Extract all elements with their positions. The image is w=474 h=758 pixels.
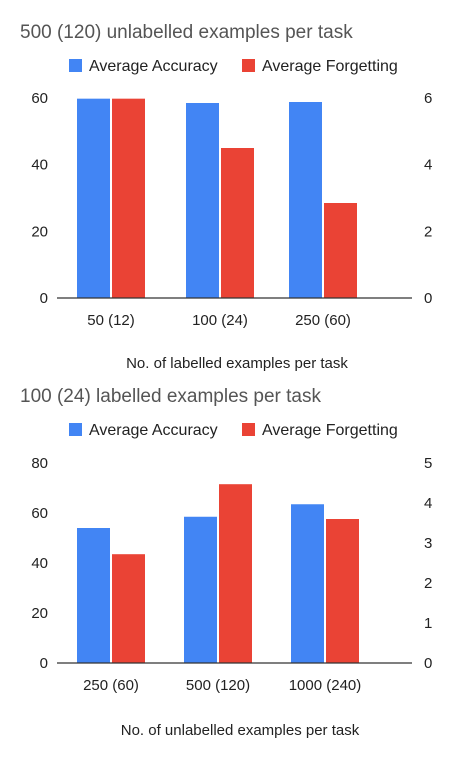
bar-forgetting-3 (324, 203, 357, 298)
left-tick-label: 20 (31, 605, 48, 622)
category-label: 500 (120) (186, 677, 250, 694)
right-tick-label: 5 (424, 455, 432, 472)
legend-label-forgetting: Average Forgetting (262, 422, 398, 439)
right-tick-label: 1 (424, 615, 432, 632)
right-tick-label: 2 (424, 575, 432, 592)
chart-2-left-ticks: 0 20 40 60 80 (31, 455, 48, 672)
bar-accuracy-1 (77, 528, 110, 663)
left-tick-label: 40 (31, 157, 48, 174)
left-tick-label: 0 (40, 290, 48, 307)
left-tick-label: 80 (31, 455, 48, 472)
legend-swatch-forgetting (242, 423, 255, 436)
right-tick-label: 0 (424, 290, 432, 307)
category-label: 1000 (240) (289, 677, 362, 694)
bar-forgetting-2 (219, 484, 252, 663)
category-label: 50 (12) (87, 312, 135, 329)
left-tick-label: 60 (31, 90, 48, 107)
legend-label-forgetting: Average Forgetting (262, 58, 398, 75)
chart-2-x-label: No. of unlabelled examples per task (121, 722, 360, 739)
bar-forgetting-3 (326, 519, 359, 663)
bar-accuracy-3 (289, 102, 322, 298)
legend-label-accuracy: Average Accuracy (89, 58, 218, 75)
chart-2: 100 (24) labelled examples per task Aver… (20, 386, 432, 739)
left-tick-label: 0 (40, 655, 48, 672)
category-label: 250 (60) (295, 312, 351, 329)
legend-swatch-accuracy (69, 423, 82, 436)
bar-accuracy-1 (77, 98, 110, 299)
right-tick-label: 4 (424, 495, 432, 512)
bar-forgetting-1 (112, 98, 145, 299)
bar-forgetting-1 (112, 554, 145, 663)
legend-swatch-forgetting (242, 59, 255, 72)
category-label: 100 (24) (192, 312, 248, 329)
bar-forgetting-2 (221, 148, 254, 298)
chart-1-right-ticks: 0 2 4 6 (424, 90, 432, 307)
chart-1-left-ticks: 0 20 40 60 (31, 90, 48, 307)
category-label: 250 (60) (83, 677, 139, 694)
chart-1: 500 (120) unlabelled examples per task A… (20, 22, 432, 372)
legend-label-accuracy: Average Accuracy (89, 422, 218, 439)
bar-accuracy-2 (184, 516, 217, 663)
chart-2-legend: Average Accuracy Average Forgetting (69, 422, 398, 439)
right-tick-label: 0 (424, 655, 432, 672)
left-tick-label: 20 (31, 223, 48, 240)
bar-accuracy-3 (291, 504, 324, 663)
left-tick-label: 40 (31, 555, 48, 572)
legend-swatch-accuracy (69, 59, 82, 72)
chart-1-bars (77, 98, 357, 299)
right-tick-label: 4 (424, 157, 432, 174)
right-tick-label: 3 (424, 535, 432, 552)
chart-2-bars (77, 484, 359, 663)
chart-2-categories: 250 (60) 500 (120) 1000 (240) (83, 677, 361, 694)
right-tick-label: 6 (424, 90, 432, 107)
right-tick-label: 2 (424, 223, 432, 240)
bar-accuracy-2 (186, 103, 219, 298)
chart-1-title: 500 (120) unlabelled examples per task (20, 22, 353, 43)
chart-1-legend: Average Accuracy Average Forgetting (69, 58, 398, 75)
chart-1-categories: 50 (12) 100 (24) 250 (60) (87, 312, 351, 329)
chart-2-right-ticks: 0 1 2 3 4 5 (424, 455, 432, 672)
chart-2-title: 100 (24) labelled examples per task (20, 386, 322, 407)
left-tick-label: 60 (31, 505, 48, 522)
chart-1-x-label: No. of labelled examples per task (126, 355, 348, 372)
